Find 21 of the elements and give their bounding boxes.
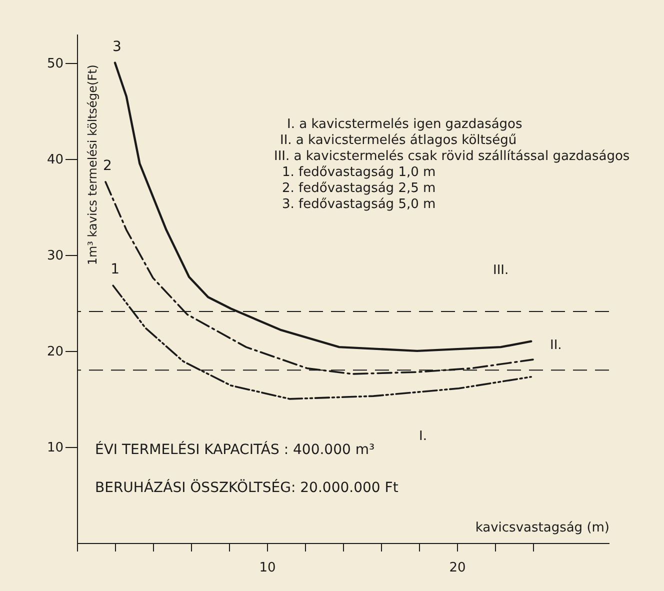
annotation: III. a kavicstermelés csak rövid szállítással gazdaságos [274,149,630,164]
annotation: 1. fedővastagság 1,0 m [282,165,436,180]
y-tick-label: 10 [46,440,64,456]
series-label: 1 [110,262,120,278]
series-label: 3 [112,38,122,55]
y-tick-label: 30 [46,248,64,264]
annotation: ÉVI TERMELÉSI KAPACITÁS : 400.000 m³ [95,441,375,458]
y-tick-label: 50 [46,56,64,72]
series-label: 2 [103,158,112,174]
y-tick-label: 40 [46,152,64,168]
annotation: I. a kavicstermelés igen gazdaságos [287,117,523,132]
annotation: II. [550,338,562,353]
annotation: III. [493,263,509,278]
annotation: BERUHÁZÁSI ÖSSZKÖLTSÉG: 20.000.000 Ft [95,479,399,496]
annotation: 3. fedővastagság 5,0 m [282,197,436,212]
x-axis-title: kavicsvastagság (m) [475,520,610,536]
annotation: 2. fedővastagság 2,5 m [282,181,436,196]
y-axis-title: 1m³ kavics termelési költsége(Ft) [86,64,100,266]
y-tick-label: 20 [46,344,64,360]
annotation: I. [419,429,427,444]
annotation: II. a kavicstermelés átlagos költségű [280,133,517,148]
